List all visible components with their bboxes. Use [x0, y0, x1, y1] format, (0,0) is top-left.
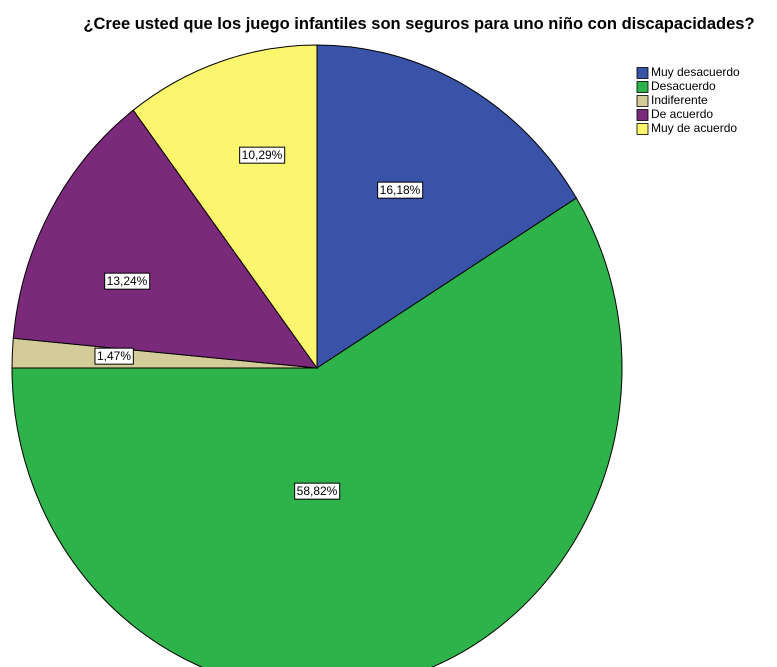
pie-slice [316, 44, 578, 369]
legend-label: Indiferente [651, 93, 708, 107]
data-label-box [94, 347, 134, 365]
chart-title: ¿Cree usted que los juego infantiles son… [83, 15, 755, 33]
data-label: 16,18% [380, 183, 421, 197]
legend-swatch [636, 109, 649, 121]
data-label-box [239, 146, 286, 164]
data-label-box [294, 482, 341, 500]
legend-swatch [636, 123, 649, 135]
legend-swatch [636, 67, 649, 79]
data-label: 13,24% [107, 274, 148, 288]
legend-swatch [636, 81, 649, 93]
legend-label: De acuerdo [651, 107, 713, 121]
pie-slice [11, 197, 623, 667]
legend-label: Muy desacuerdo [651, 65, 740, 79]
data-label: 1,47% [97, 349, 131, 363]
legend-label: Muy de acuerdo [651, 121, 737, 135]
legend-label: Desacuerdo [651, 79, 716, 93]
data-label-box [104, 272, 151, 290]
pie-slice [132, 44, 318, 370]
data-label-box [377, 181, 424, 199]
data-label: 10,29% [242, 148, 283, 162]
legend-swatch [636, 95, 649, 107]
data-label: 58,82% [297, 484, 338, 498]
pie-slice [12, 109, 319, 369]
